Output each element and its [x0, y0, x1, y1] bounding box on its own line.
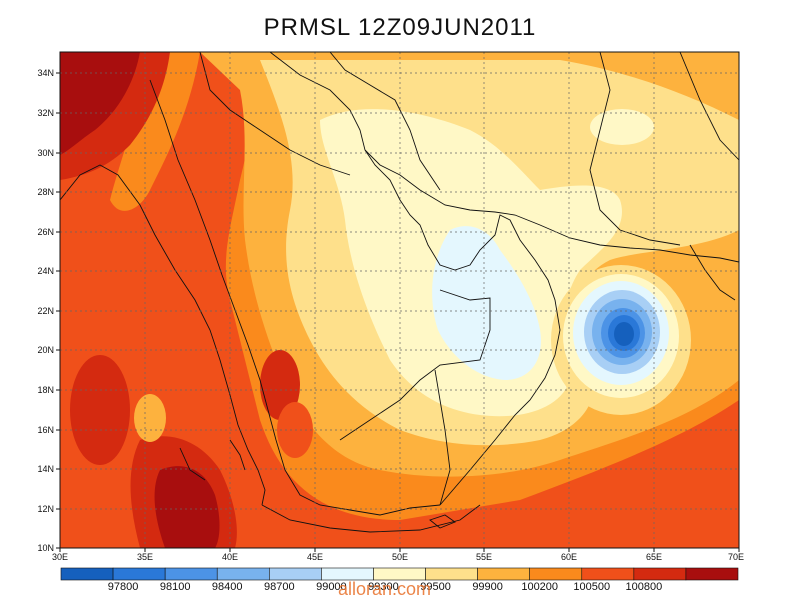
lat-label: 26N [37, 227, 54, 237]
colorbar-label: 98100 [159, 581, 191, 593]
lon-label: 50E [392, 552, 408, 562]
lat-label: 34N [37, 68, 54, 78]
colorbar-swatch [425, 567, 478, 581]
lat-label: 16N [37, 425, 54, 435]
lat-label: 14N [37, 464, 54, 474]
low-contour-8 [614, 322, 634, 346]
lat-label: 10N [37, 543, 54, 553]
pressure-pale-yellow-north [590, 109, 654, 145]
lat-label: 28N [37, 187, 54, 197]
colorbar-swatch [112, 567, 166, 581]
lat-label: 24N [37, 266, 54, 276]
colorbar-swatch [477, 567, 530, 581]
colorbar-label: 100500 [573, 581, 611, 593]
coastlines [60, 52, 739, 533]
colorbar-label: 100200 [521, 581, 559, 593]
lon-label: 55E [476, 552, 492, 562]
pressure-band-darkest-red-south [154, 466, 220, 548]
colorbar-label: 100800 [625, 581, 663, 593]
lat-label: 22N [37, 306, 54, 316]
lat-lon-grid [60, 52, 739, 548]
colorbar-label: 98700 [264, 581, 295, 593]
pressure-band-orange-west [110, 52, 200, 211]
lat-label: 12N [37, 504, 54, 514]
colorbar-label: 97800 [107, 581, 139, 593]
lon-label: 65E [646, 552, 662, 562]
colorbar-swatch [633, 567, 687, 581]
colorbar-label: 98400 [211, 581, 243, 593]
lat-label: 18N [37, 385, 54, 395]
lon-label: 45E [307, 552, 323, 562]
pressure-light-spot-west [134, 394, 166, 442]
colorbar [60, 567, 739, 581]
colorbar-swatch [216, 567, 270, 581]
colorbar-swatch [164, 567, 218, 581]
colorbar-swatch [269, 567, 322, 581]
colorbar-swatch [685, 567, 739, 581]
colorbar-swatch [581, 567, 635, 581]
lat-label: 20N [37, 345, 54, 355]
colorbar-label: 99300 [368, 581, 399, 593]
watermark: alloran.com [338, 579, 432, 599]
axis-ticks [56, 72, 740, 552]
colorbar-label: 99900 [472, 581, 503, 593]
lon-label: 35E [137, 552, 153, 562]
colorbar-swatch [60, 567, 114, 581]
pressure-band-pale-blue [432, 226, 541, 380]
map-title: PRMSL 12Z09JUN2011 [263, 14, 537, 41]
pressure-red-spot-east-africa [70, 355, 130, 465]
lat-label: 32N [37, 108, 54, 118]
lon-label: 40E [222, 552, 238, 562]
colorbar-swatch [529, 567, 583, 581]
pressure-band-darkest-red-north [60, 52, 140, 155]
colorbar-label: 99000 [316, 581, 347, 593]
lon-label: 60E [561, 552, 577, 562]
lat-label: 30N [37, 148, 54, 158]
lat-labels: 34N 32N 30N 28N 26N 24N 22N 20N 18N 16N … [37, 68, 54, 553]
pressure-red-spot-yemen [260, 350, 300, 420]
colorbar-label: 99500 [420, 581, 451, 593]
lon-label: 70E [728, 552, 744, 562]
lon-labels: 30E 35E 40E 45E 50E 55E 60E 65E 70E [52, 552, 744, 562]
lon-label: 30E [52, 552, 68, 562]
